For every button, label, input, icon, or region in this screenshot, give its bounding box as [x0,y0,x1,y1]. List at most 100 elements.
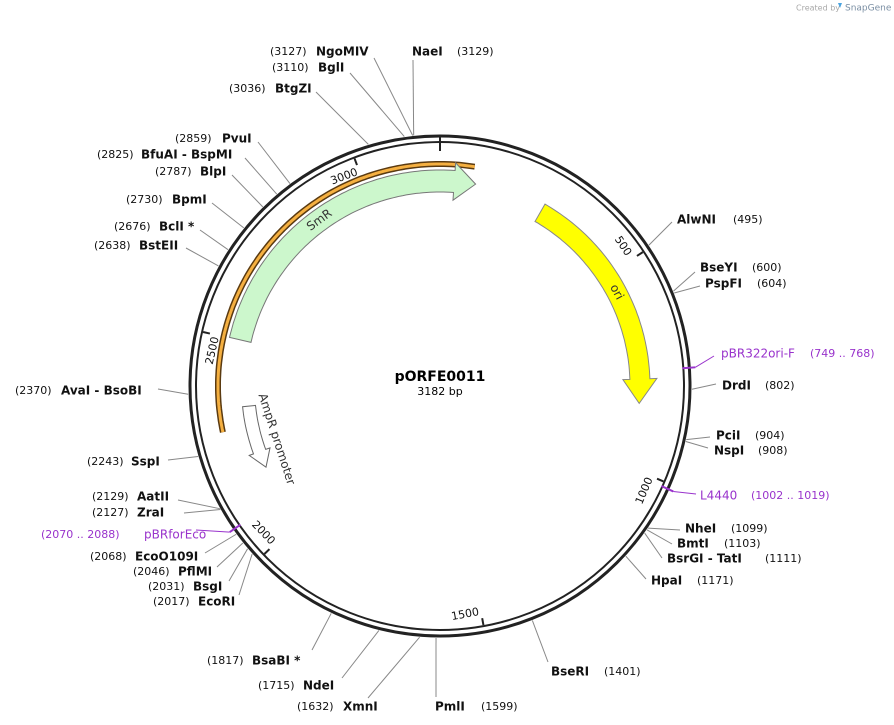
site-position: (604) [757,277,787,290]
site-position: (2017) [153,595,190,608]
site-name: PflMI [178,565,212,579]
site-position: (2129) [92,490,129,503]
site-name: PciI [716,429,741,443]
site-name: BseYI [700,261,738,275]
site-name: PspFI [705,277,742,291]
primer-range: (1002 .. 1019) [751,489,830,502]
site-position: (495) [733,213,763,226]
site-leader [244,157,278,195]
site-leader [167,455,199,461]
site-position: (3110) [272,61,309,74]
site-name: PmlI [435,700,465,714]
site-name: NspI [714,444,744,458]
ring-tick-label: 1000 [633,475,656,506]
primer-leader [673,490,697,495]
site-position: (3036) [229,82,266,95]
primer-range: (2070 .. 2088) [41,528,120,541]
site-name: BsaBI * [252,654,301,668]
site-leader [204,533,237,554]
site-name: NheI [685,522,716,536]
site-leader [648,527,681,531]
site-leader [373,57,414,136]
ring-tick-label: 1500 [450,605,480,623]
site-position: (2031) [148,580,185,593]
site-position: (600) [752,261,782,274]
site-leader [685,441,709,449]
ring-tick-label: 2500 [203,335,222,365]
site-position: (3127) [270,45,307,58]
site-position: (2859) [175,132,212,145]
site-leader [315,91,369,145]
site-leader [228,548,249,582]
feature-label: ori [607,282,627,302]
site-position: (1599) [481,700,518,713]
site-leader [177,499,220,510]
site-name: BclI * [159,220,195,234]
site-name: EcoO109I [135,550,198,564]
site-position: (802) [765,379,795,392]
site-name: AlwNI [677,213,716,227]
site-position: (2825) [97,148,134,161]
site-leader [367,636,421,699]
site-name: PvuI [222,132,252,146]
site-position: (2068) [90,550,127,563]
ring-tick-label: 500 [612,234,634,259]
site-position: (1171) [697,574,734,587]
site-position: (1401) [604,665,641,678]
site-position: (1099) [731,522,768,535]
site-position: (2046) [133,565,170,578]
primer-name: pBR322ori-F [721,347,795,361]
created-by: Created by [796,4,840,13]
feature-arrow [534,203,658,405]
site-name: BsrGI - TatI [667,552,742,566]
site-name: BfuAI - BspMI [141,148,232,162]
site-position: (1632) [297,700,334,713]
brand: SnapGene [845,4,892,14]
site-name: NgoMIV [316,45,369,59]
feature-highlight [216,162,475,433]
site-name: EcoRI [198,595,235,609]
site-position: (2730) [126,193,163,206]
primer-range: (749 .. 768) [810,347,875,360]
site-leader [216,542,244,568]
plasmid-length: 3182 bp [417,385,462,398]
site-name: BstEII [139,239,178,253]
site-position: (2638) [94,239,131,252]
site-name: BmtI [677,537,709,551]
site-position: (1111) [765,552,802,565]
site-name: HpaI [651,574,682,588]
ring-tick [636,251,644,257]
primer-leader [695,355,715,368]
site-leader [157,388,189,395]
site-position: (3129) [457,45,494,58]
primer-marker [682,366,696,370]
site-name: NaeI [412,45,443,59]
site-position: (904) [755,429,785,442]
site-leader [412,59,415,136]
site-position: (2243) [87,455,124,468]
site-leader [691,383,717,390]
site-name: NdeI [303,679,334,693]
site-name: XmnI [343,700,378,714]
primer-name: L4440 [700,489,737,503]
primer-name: pBRforEco [144,528,206,542]
site-leader [257,141,291,184]
site-name: BseRI [551,665,589,679]
plasmid-name: pORFE0011 [395,369,486,385]
site-position: (2787) [155,165,192,178]
site-name: BpmI [172,193,207,207]
site-name: AvaI - BsoBI [61,384,142,398]
site-leader [648,221,673,246]
ring-tick [481,618,485,626]
site-name: BsgI [193,580,222,594]
site-leader [238,553,253,596]
feature-arrow [228,161,477,343]
site-position: (1103) [724,537,761,550]
site-leader [686,436,711,441]
feature-arrow [242,404,271,468]
site-leader [199,229,229,251]
ring-tick [263,548,271,555]
primer-marker [229,523,242,533]
